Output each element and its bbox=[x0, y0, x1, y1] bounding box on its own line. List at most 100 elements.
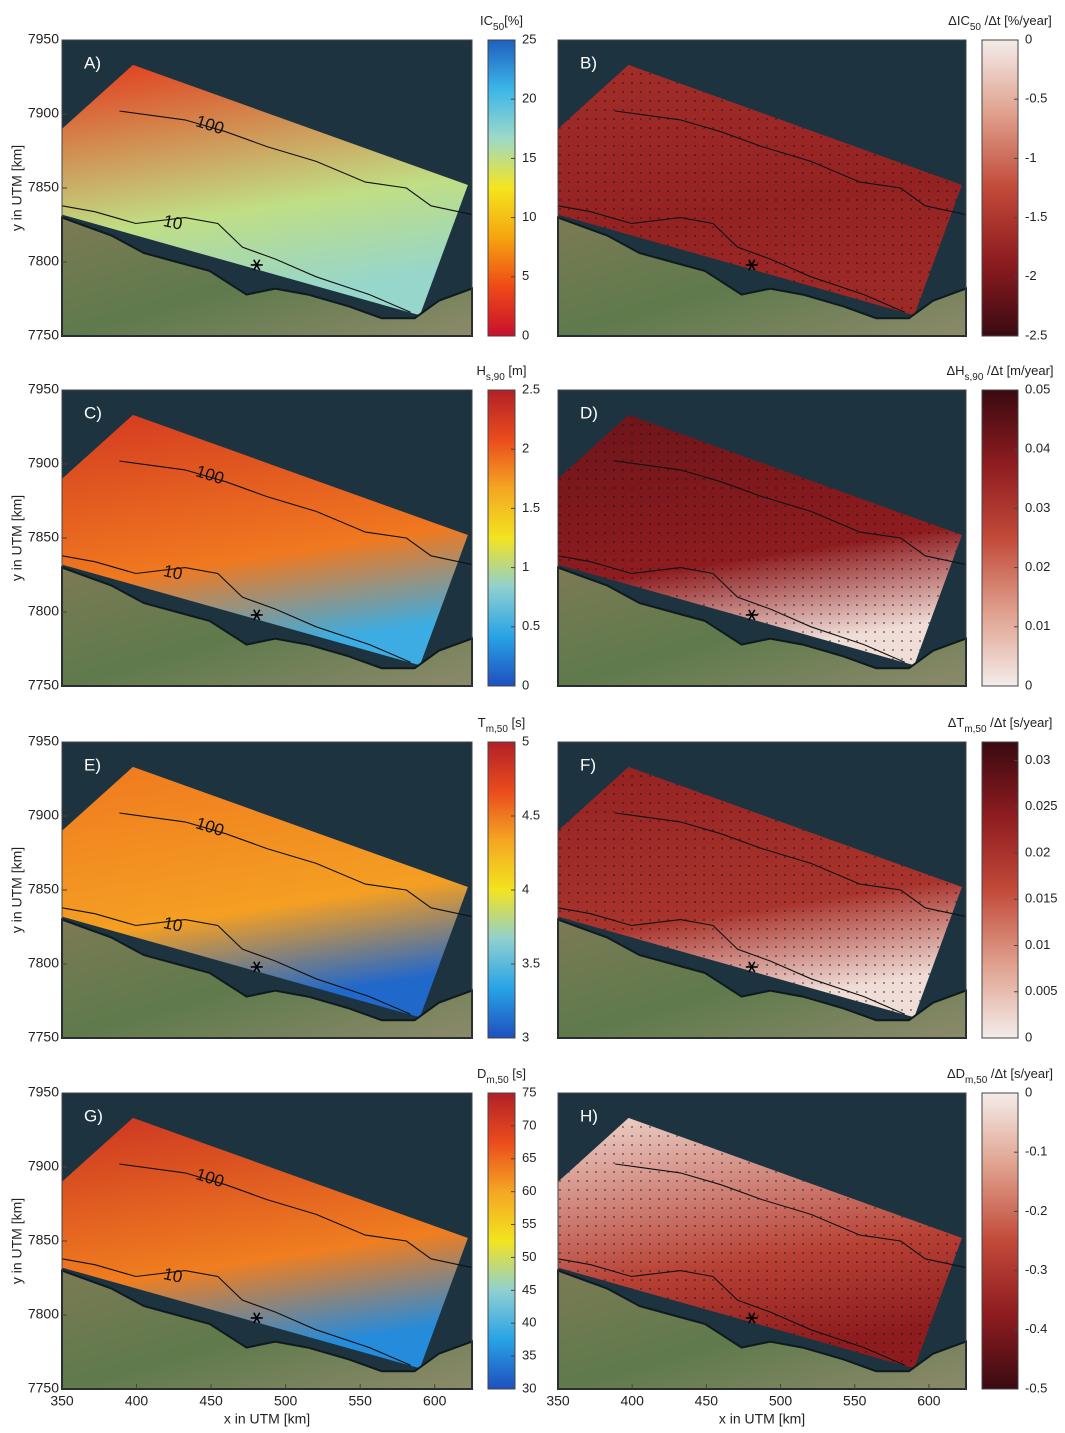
title-main: ΔIC bbox=[948, 13, 970, 28]
depth-contour bbox=[557, 1258, 906, 1366]
colorbar-tick-label: 0.02 bbox=[1025, 559, 1050, 574]
x-axis-label: x in UTM [km] bbox=[719, 1411, 805, 1427]
axes-frame bbox=[557, 1092, 967, 1390]
colorbar-tick-label: 0.04 bbox=[1025, 441, 1050, 456]
y-axis-label: y in UTM [km] bbox=[9, 145, 25, 231]
colorbar-title: Hs,90 [m] bbox=[477, 363, 527, 382]
colorbar-tick-label: -1 bbox=[1025, 150, 1037, 165]
colorbar-tick-label: 0.05 bbox=[1025, 381, 1050, 396]
x-tick-label: 500 bbox=[274, 1393, 298, 1409]
y-tick-label: 7950 bbox=[28, 31, 59, 47]
colorbar-tick-label: 0 bbox=[1025, 1084, 1032, 1099]
colorbar-tick-label: 0.02 bbox=[1025, 844, 1050, 859]
colorbar-tick-label: 50 bbox=[522, 1249, 536, 1264]
title-main: IC bbox=[480, 13, 493, 28]
depth-contour bbox=[119, 1163, 473, 1269]
title-unit: /Δt [m/year] bbox=[983, 363, 1053, 378]
model-field bbox=[62, 1117, 468, 1369]
depth-contour bbox=[615, 812, 967, 918]
y-tick-label: 7800 bbox=[28, 955, 59, 971]
colorbar-title: IC50[%] bbox=[480, 13, 523, 32]
depth-contour bbox=[557, 205, 906, 313]
contour-label: 10 bbox=[162, 913, 184, 936]
x-tick-label: 550 bbox=[349, 1393, 373, 1409]
x-axis-label: x in UTM [km] bbox=[224, 1411, 310, 1427]
y-tick-label: 7900 bbox=[28, 807, 59, 823]
panel-label: F) bbox=[580, 755, 596, 774]
x-tick-label: 450 bbox=[695, 1393, 719, 1409]
depth-contour bbox=[61, 1258, 411, 1366]
colorbar-tick-label: 0 bbox=[522, 677, 529, 692]
colorbar-tick-label: -2 bbox=[1025, 268, 1037, 283]
station-marker bbox=[748, 1312, 756, 1324]
colorbar-title: ΔHs,90 /Δt [m/year] bbox=[946, 363, 1053, 382]
colorbar-tick-label: 0.01 bbox=[1025, 937, 1050, 952]
title-subscript: s,90 bbox=[965, 372, 984, 383]
title-subscript: m,50 bbox=[486, 724, 509, 735]
depth-contour bbox=[61, 205, 411, 313]
x-tick-label: 600 bbox=[917, 1393, 941, 1409]
title-main: ΔH bbox=[946, 363, 964, 378]
map-panel: H) 350 400 450 500 550 600 x in UTM [km] -0.5 -0.… bbox=[546, 1066, 1053, 1426]
colorbar-tick-label: 5 bbox=[522, 733, 529, 748]
title-main: H bbox=[477, 363, 486, 378]
colorbar-tick-label: 0.01 bbox=[1025, 618, 1050, 633]
title-subscript: s,90 bbox=[486, 372, 505, 383]
model-field bbox=[62, 766, 468, 1018]
y-tick-label: 7750 bbox=[28, 1380, 59, 1396]
colorbar-tick-label: 65 bbox=[522, 1150, 536, 1165]
colorbar-tick-label: 3 bbox=[522, 1029, 529, 1044]
axes-frame bbox=[557, 389, 967, 687]
significance-stipple bbox=[558, 766, 962, 1018]
title-unit: [%] bbox=[504, 13, 523, 28]
colorbar bbox=[981, 389, 1019, 687]
station-marker bbox=[748, 609, 756, 621]
panel-label: E) bbox=[84, 755, 101, 774]
colorbar-tick-label: 0 bbox=[522, 327, 529, 342]
depth-contour bbox=[61, 555, 411, 663]
y-tick-label: 7800 bbox=[28, 603, 59, 619]
colorbar bbox=[981, 741, 1019, 1039]
model-field bbox=[62, 414, 468, 666]
depth-contour bbox=[119, 460, 473, 566]
station-marker bbox=[253, 1312, 261, 1324]
colorbar-tick-label: 0.03 bbox=[1025, 500, 1050, 515]
colorbar-tick-label: 60 bbox=[522, 1183, 536, 1198]
contour-label: 10 bbox=[162, 211, 184, 234]
y-tick-label: 7950 bbox=[28, 1084, 59, 1100]
map-panel: 10 0 10 A) 7750 7800 7850 7900 7950 y in UTM [km]… bbox=[9, 13, 537, 342]
significance-stipple bbox=[558, 64, 962, 316]
colorbar-tick-label: 0.5 bbox=[522, 618, 540, 633]
station-marker bbox=[253, 609, 261, 621]
colorbar-title: ΔDm,50 /Δt [s/year] bbox=[947, 1066, 1053, 1085]
title-unit: /Δt [s/year] bbox=[987, 1066, 1053, 1081]
colorbar-tick-label: 1.5 bbox=[522, 500, 540, 515]
title-subscript: m,50 bbox=[486, 1075, 509, 1086]
title-unit: [s] bbox=[508, 715, 525, 730]
title-unit: [s] bbox=[509, 1066, 526, 1081]
colorbar-title: ΔIC50 /Δt [%/year] bbox=[948, 13, 1052, 32]
x-tick-label: 400 bbox=[621, 1393, 645, 1409]
colorbar-tick-label: 2.5 bbox=[522, 381, 540, 396]
title-unit: /Δt [%/year] bbox=[981, 13, 1052, 28]
title-main: D bbox=[477, 1066, 486, 1081]
y-axis-label: y in UTM [km] bbox=[9, 847, 25, 933]
title-main: ΔD bbox=[947, 1066, 965, 1081]
x-tick-label: 600 bbox=[423, 1393, 447, 1409]
colorbar-title: Dm,50 [s] bbox=[477, 1066, 526, 1085]
x-tick-label: 350 bbox=[546, 1393, 570, 1409]
depth-contour bbox=[615, 110, 967, 216]
colorbar-tick-label: 1 bbox=[522, 559, 529, 574]
colorbar-tick-label: 4.5 bbox=[522, 807, 540, 822]
colorbar-tick-label: 4 bbox=[522, 881, 529, 896]
colorbar-tick-label: 10 bbox=[522, 209, 536, 224]
x-tick-label: 400 bbox=[125, 1393, 149, 1409]
colorbar-tick-label: 0 bbox=[1025, 1029, 1032, 1044]
y-tick-label: 7900 bbox=[28, 105, 59, 121]
title-subscript: m,50 bbox=[964, 724, 987, 735]
colorbar-tick-label: 75 bbox=[522, 1084, 536, 1099]
y-tick-label: 7750 bbox=[28, 1029, 59, 1045]
